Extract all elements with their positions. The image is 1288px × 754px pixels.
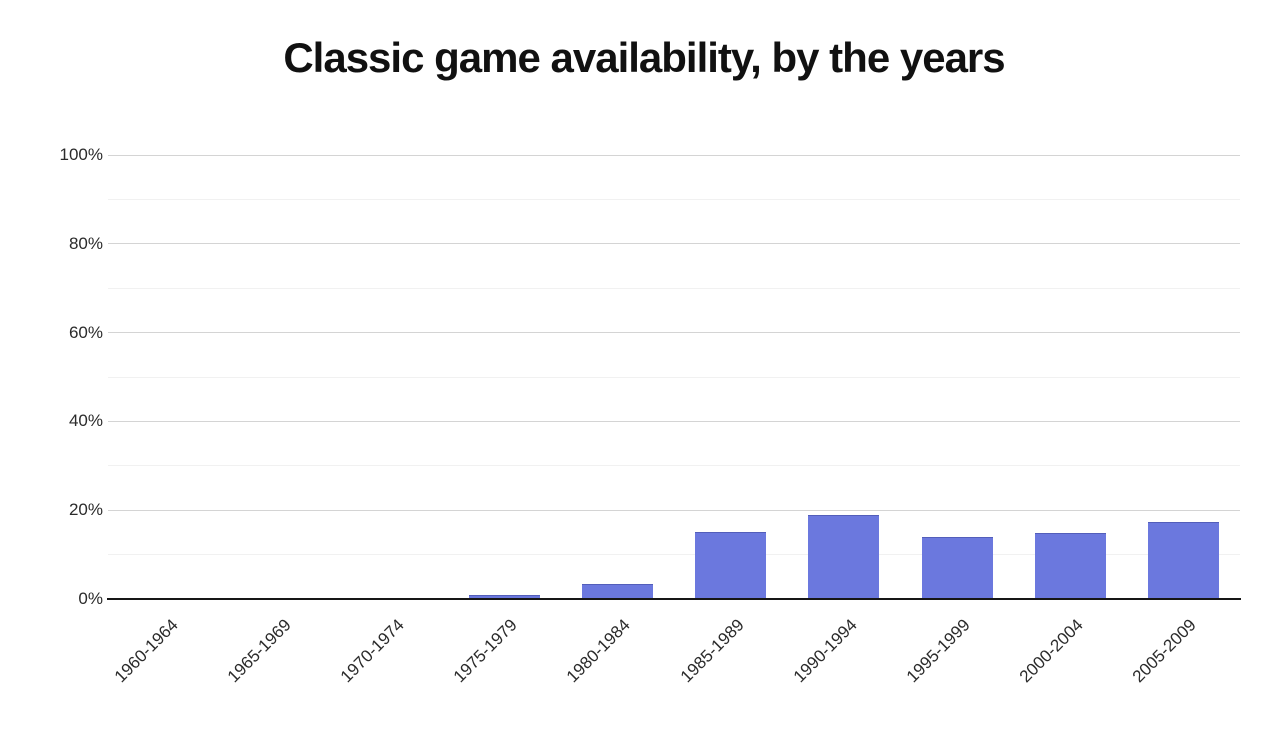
- bar-1995-1999: [922, 537, 993, 600]
- minor-gridline-50: [108, 376, 1240, 378]
- minor-gridline-90: [108, 198, 1240, 200]
- major-gridline-100: [108, 154, 1240, 156]
- x-tick-label-2005-2009: 2005-2009: [1129, 615, 1201, 687]
- x-axis-line: [107, 598, 1241, 600]
- bar-1975-1979: [469, 595, 540, 600]
- bar-1980-1984: [582, 584, 653, 600]
- x-tick-label-1985-1989: 1985-1989: [676, 615, 748, 687]
- x-tick-label-1990-1994: 1990-1994: [789, 615, 861, 687]
- y-tick-label-60: 60%: [68, 322, 103, 342]
- x-tick-label-1970-1974: 1970-1974: [336, 615, 408, 687]
- bar-1985-1989: [695, 532, 766, 600]
- bar-2005-2009: [1148, 522, 1219, 600]
- y-tick-label-40: 40%: [68, 411, 103, 431]
- x-tick-label-1975-1979: 1975-1979: [449, 615, 521, 687]
- major-gridline-60: [108, 332, 1240, 334]
- y-tick-label-80: 80%: [68, 233, 103, 253]
- y-tick-label-20: 20%: [68, 500, 103, 520]
- y-tick-label-0: 0%: [78, 589, 103, 608]
- major-gridline-40: [108, 420, 1240, 422]
- x-tick-label-1995-1999: 1995-1999: [902, 615, 974, 687]
- minor-gridline-70: [108, 287, 1240, 289]
- minor-gridline-30: [108, 465, 1240, 467]
- x-tick-label-2000-2004: 2000-2004: [1015, 615, 1087, 687]
- x-tick-label-1980-1984: 1980-1984: [563, 615, 635, 687]
- major-gridline-20: [108, 509, 1240, 511]
- minor-gridline-10: [108, 554, 1240, 556]
- chart-title: Classic game availability, by the years: [283, 34, 1005, 81]
- x-tick-label-1965-1969: 1965-1969: [223, 615, 295, 687]
- major-gridline-80: [108, 243, 1240, 245]
- y-tick-label-100: 100%: [59, 145, 103, 164]
- bar-1990-1994: [808, 515, 879, 600]
- bar-2000-2004: [1035, 533, 1106, 600]
- x-tick-label-1960-1964: 1960-1964: [110, 615, 182, 687]
